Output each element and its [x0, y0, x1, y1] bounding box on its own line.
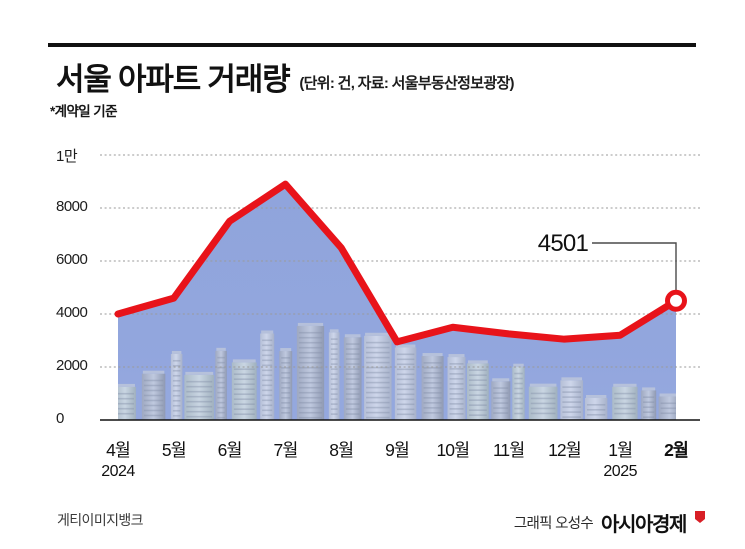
x-axis-tick-label: 2월 — [664, 440, 689, 460]
axis-group — [100, 419, 700, 421]
skyline-building — [641, 390, 657, 420]
skyline-building — [685, 393, 704, 420]
data-point-marker — [665, 289, 687, 312]
callout-group — [592, 242, 687, 312]
skyline-building — [447, 357, 466, 420]
skyline-building — [170, 353, 183, 420]
y-axis-tick-label: 2000 — [56, 357, 88, 374]
x-axis-tick-label: 1월 — [608, 440, 633, 460]
graphic-credit: 그래픽 오성수 — [513, 516, 594, 532]
value-callout-label: 4501 — [537, 230, 589, 257]
skyline-building — [184, 374, 215, 420]
x-axis-tick-label: 9월 — [385, 440, 410, 460]
x-axis-tick-label: 8월 — [329, 440, 354, 460]
skyline-building — [260, 333, 275, 420]
x-axis-year-label: 2024 — [101, 463, 135, 480]
skyline-building — [394, 347, 417, 420]
trend-line — [114, 180, 680, 346]
skyline-building — [215, 350, 227, 420]
y-axis-tick-label: 0 — [56, 410, 64, 427]
x-axis-tick-label: 11월 — [492, 440, 525, 460]
callout-leader-line — [592, 242, 677, 291]
subnote: *계약일 기준 — [50, 104, 118, 119]
skyline-building — [118, 386, 136, 420]
title-row: 서울 아파트 거래량 (단위: 건, 자료: 서울부동산정보광장) — [56, 54, 696, 97]
skyline-building — [466, 363, 489, 420]
gridlines-group — [100, 154, 700, 368]
skyline-building — [584, 397, 608, 420]
unit-note: (단위: 건, 자료: 서울부동산정보광장) — [299, 75, 514, 92]
brand-logo: 아시아경제 — [601, 514, 687, 536]
skyline-building — [279, 351, 293, 420]
header-rule — [48, 43, 696, 47]
skyline-building — [343, 337, 362, 420]
skyline-building — [296, 325, 325, 420]
page-title: 서울 아파트 거래량 — [56, 62, 291, 97]
brand-flag-icon — [695, 510, 705, 523]
y-axis-tick-label: 8000 — [56, 198, 88, 215]
skyline-building — [528, 386, 558, 420]
skyline-building — [364, 335, 392, 420]
credit-block: 그래픽 오성수 아시아경제 — [514, 508, 705, 537]
x-axis-tick-label: 12월 — [548, 440, 582, 460]
skyline-building — [491, 381, 511, 420]
skyline-building — [512, 366, 525, 420]
x-axis-tick-label: 4월 — [106, 440, 131, 460]
y-axis-tick-label: 6000 — [56, 251, 88, 268]
skyline-building — [560, 380, 584, 420]
skyline-building — [658, 396, 676, 420]
trend-line-group — [114, 180, 680, 346]
skyline-building — [612, 386, 638, 420]
x-axis-tick-label: 6월 — [217, 440, 243, 460]
y-axis-tick-label: 1만 — [56, 148, 78, 165]
skyline-building — [141, 373, 166, 420]
x-axis-tick-label: 5월 — [161, 440, 187, 460]
photo-credit: 게티이미지뱅크 — [57, 512, 144, 528]
x-axis-tick-label: 7월 — [273, 440, 298, 460]
y-axis-tick-label: 4000 — [56, 304, 88, 321]
x-axis-year-label: 2025 — [603, 463, 637, 480]
x-axis-tick-label: 10월 — [436, 440, 471, 460]
skyline-building — [231, 362, 257, 420]
skyline-building — [421, 356, 444, 420]
skyline-building — [328, 332, 340, 420]
